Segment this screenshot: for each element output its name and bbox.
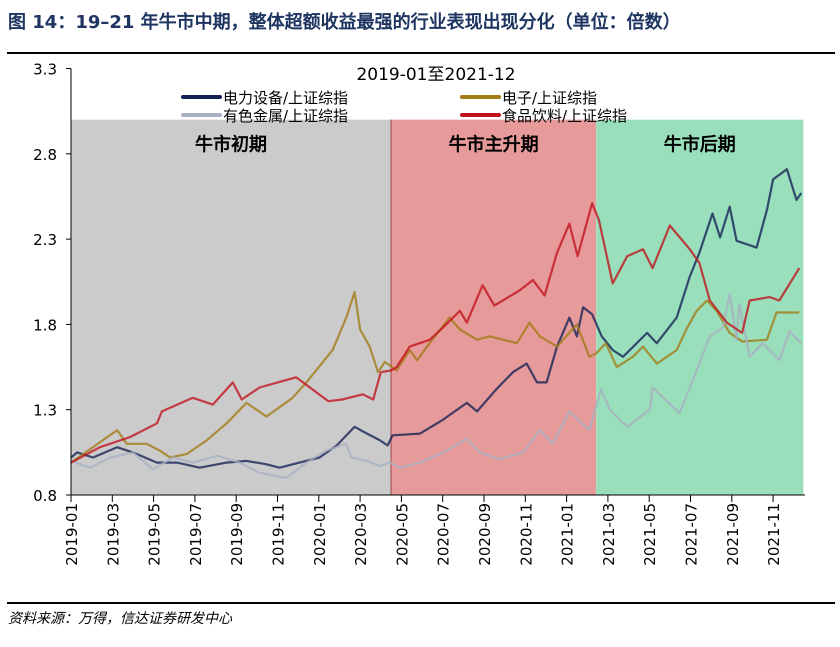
- x-tick-label: 2020-11: [517, 503, 535, 566]
- x-tick-label: 2020-05: [393, 503, 411, 566]
- source-note: 资料来源：万得，信达证券研发中心: [8, 611, 232, 627]
- x-tick-label: 2021-07: [683, 503, 701, 566]
- x-tick-label: 2021-11: [765, 503, 783, 566]
- legend-label: 电子/上证综指: [502, 89, 597, 107]
- figure-title: 图 14：19–21 年牛市中期，整体超额收益最强的行业表现出现分化（单位：倍数…: [8, 12, 681, 33]
- chart-title: 2019-01至2021-12: [356, 65, 515, 85]
- y-tick-label: 3.3: [33, 61, 57, 79]
- y-tick-label: 1.3: [33, 402, 57, 420]
- bottom-rule: [7, 602, 835, 604]
- top-rule: [7, 52, 835, 54]
- region-label: 牛市主升期: [449, 134, 539, 156]
- series-lines: [70, 168, 803, 479]
- x-tick-label: 2019-11: [270, 503, 288, 566]
- x-tick-label: 2019-05: [146, 503, 164, 566]
- x-tick-label: 2019-03: [104, 503, 122, 566]
- x-tick-label: 2019-09: [228, 503, 246, 566]
- x-tick-label: 2020-07: [435, 503, 453, 566]
- legend-label: 有色金属/上证综指: [223, 107, 348, 125]
- region-1: [71, 119, 392, 496]
- x-tick-label: 2020-03: [352, 503, 370, 566]
- x-tick-label: 2021-09: [724, 503, 742, 566]
- region-2: [391, 119, 597, 496]
- y-tick-label: 2.8: [33, 146, 57, 164]
- region-label: 牛市初期: [195, 134, 267, 156]
- x-tick-label: 2021-01: [559, 503, 577, 566]
- y-tick-label: 2.3: [33, 231, 57, 249]
- y-tick-label: 1.8: [33, 316, 57, 334]
- x-tick-label: 2020-01: [311, 503, 329, 566]
- regions: 牛市初期 牛市主升期 牛市后期: [71, 119, 804, 496]
- legend-label: 电力设备/上证综指: [223, 89, 348, 107]
- region-label: 牛市后期: [664, 134, 736, 156]
- x-tick-label: 2021-03: [600, 503, 618, 566]
- x-tick-label: 2019-01: [63, 503, 81, 566]
- series-line-2: [70, 290, 800, 464]
- legend-label: 食品饮料/上证综指: [502, 107, 627, 125]
- series-line-4: [70, 202, 801, 464]
- x-tick-label: 2019-07: [187, 503, 205, 566]
- x-tick-label: 2021-05: [641, 503, 659, 566]
- y-tick-label: 0.8: [33, 487, 57, 505]
- series-line-3: [70, 292, 803, 479]
- axes: 0.8 1.3 1.8 2.3 2.8 3.3 2019-01 2019-03 2019-05 2…: [33, 61, 805, 566]
- x-tick-label: 2020-09: [476, 503, 494, 566]
